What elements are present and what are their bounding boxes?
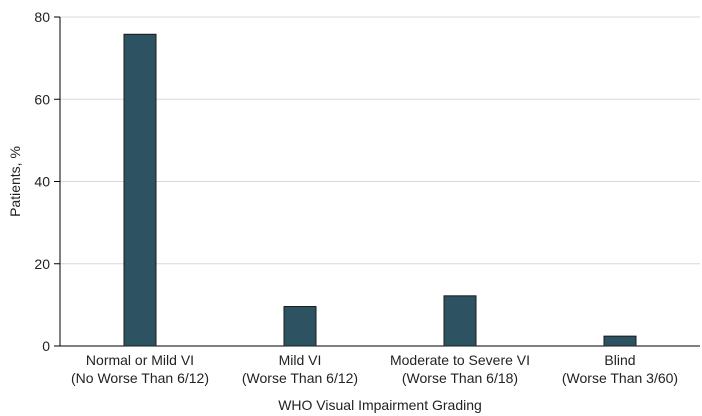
x-axis-title: WHO Visual Impairment Grading [278, 397, 482, 413]
bar-3 [603, 335, 637, 347]
category-label-2: Moderate to Severe VI (Worse Than 6/18) [390, 352, 530, 386]
category-label-line: Moderate to Severe VI [390, 352, 530, 368]
y-tick-labels: 0 20 40 60 80 [34, 9, 60, 354]
y-axis-title: Patients, % [7, 146, 23, 217]
y-tick-label: 40 [34, 174, 50, 190]
category-label-line: (Worse Than 6/12) [242, 370, 358, 386]
category-label-line: (Worse Than 3/60) [562, 370, 678, 386]
category-label-line: Mild VI [279, 352, 322, 368]
y-tick-label: 80 [34, 9, 50, 25]
category-label-1: Mild VI (Worse Than 6/12) [242, 352, 358, 386]
category-label-line: Blind [604, 352, 635, 368]
bar-2 [443, 295, 477, 347]
category-label-line: (Worse Than 6/18) [402, 370, 518, 386]
y-tick-label: 60 [34, 91, 50, 107]
y-tick-label: 0 [42, 338, 50, 354]
category-label-0: Normal or Mild VI (No Worse Than 6/12) [71, 352, 209, 386]
bar-0 [123, 33, 157, 347]
category-label-line: Normal or Mild VI [86, 352, 194, 368]
y-tick-label: 20 [34, 256, 50, 272]
bars [123, 33, 637, 347]
gridlines [60, 16, 700, 265]
category-label-3: Blind (Worse Than 3/60) [562, 352, 678, 386]
bar-1 [283, 306, 317, 347]
category-label-line: (No Worse Than 6/12) [71, 370, 209, 386]
category-labels: Normal or Mild VI (No Worse Than 6/12) Mil… [71, 352, 678, 386]
